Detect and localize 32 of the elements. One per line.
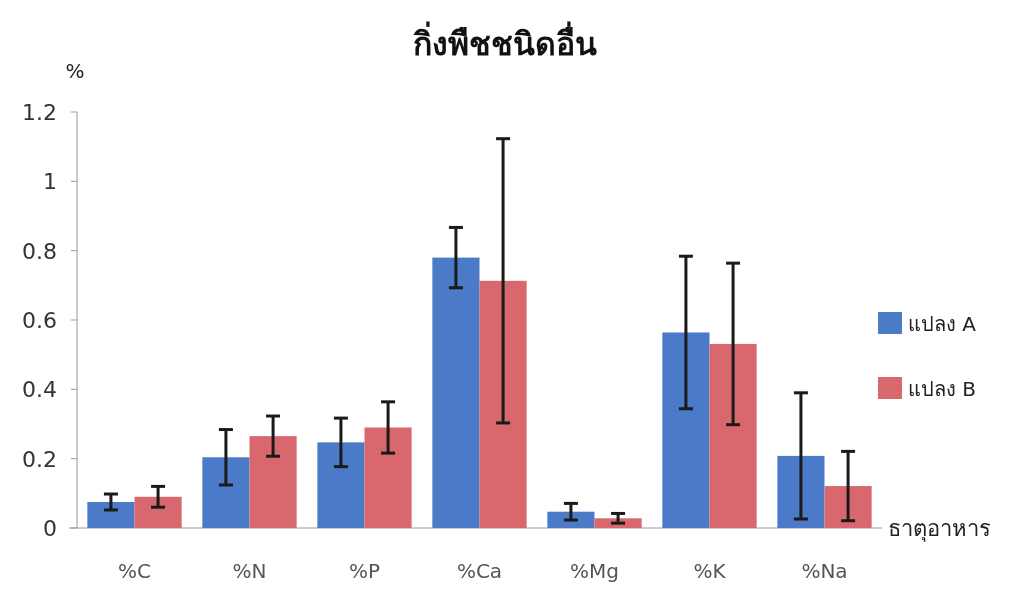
bar <box>777 455 825 528</box>
chart-title: กิ่งพืชชนิดอื่น <box>413 21 597 63</box>
bar <box>364 427 412 528</box>
bar <box>432 257 480 528</box>
y-tick-label: 1 <box>43 169 57 195</box>
bar <box>134 496 182 528</box>
legend-label: แปลง B <box>908 377 977 401</box>
bar <box>317 442 365 528</box>
x-tick-label: %P <box>348 559 381 583</box>
bar <box>479 280 527 528</box>
y-tick-label: 1.2 <box>22 100 57 125</box>
x-tick-label: %Mg <box>570 559 619 583</box>
y-tick-label: 0.8 <box>22 238 57 264</box>
legend-label: แปลง A <box>908 312 977 336</box>
y-tick-label: 0.4 <box>22 377 57 403</box>
y-axis-title: % <box>65 59 85 83</box>
bar <box>662 332 710 528</box>
y-tick-label: 0 <box>43 516 57 541</box>
y-tick-label: 0.2 <box>22 446 57 472</box>
y-tick-label: 0.6 <box>22 308 57 333</box>
x-tick-label: %Ca <box>456 559 503 583</box>
bar <box>547 511 595 528</box>
bar <box>202 457 250 528</box>
x-axis-title: ธาตุอาหาร <box>888 516 991 542</box>
x-tick-label: %K <box>693 559 727 583</box>
bar <box>249 436 297 528</box>
bar <box>824 486 872 528</box>
bar <box>709 343 757 528</box>
x-tick-label: %N <box>232 559 267 583</box>
bar <box>87 502 135 528</box>
x-tick-label: %C <box>118 559 151 583</box>
x-tick-label: %Na <box>801 559 848 583</box>
